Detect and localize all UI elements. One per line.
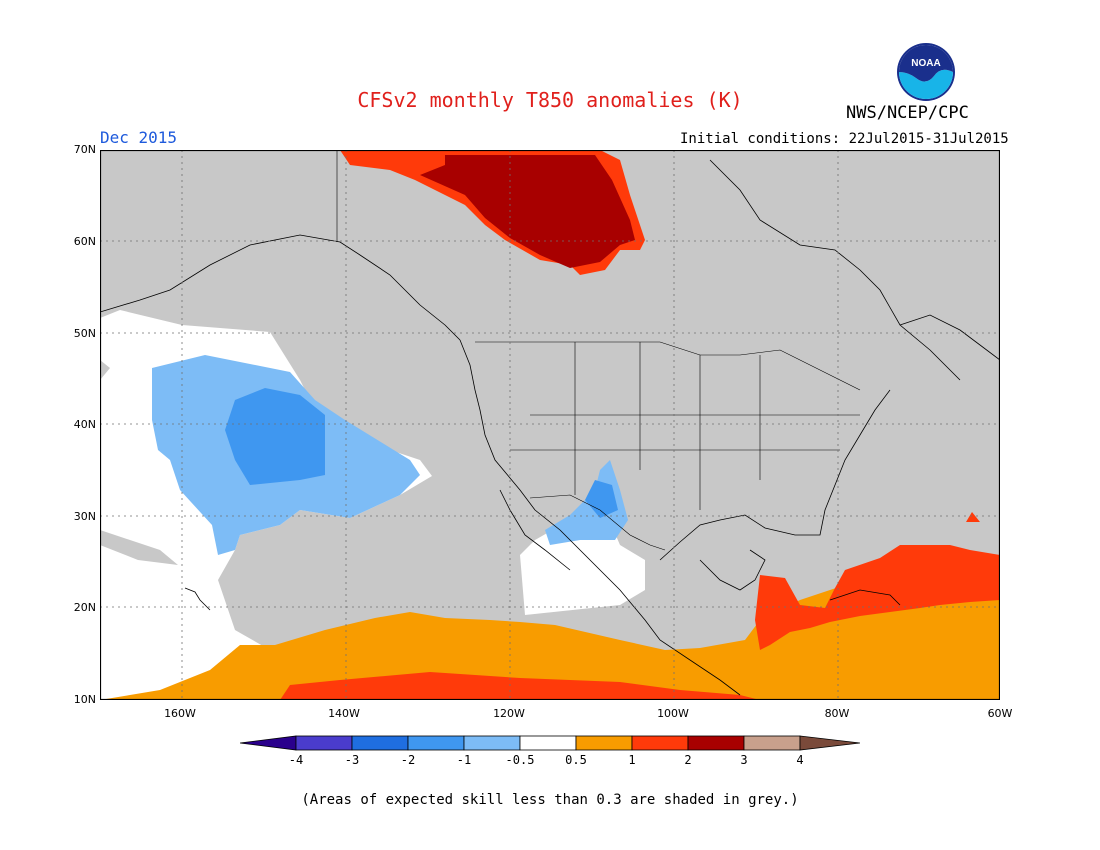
colorbar-swatch-minus1 bbox=[407, 735, 465, 751]
map-title: CFSv2 monthly T850 anomalies (K) bbox=[357, 88, 743, 112]
red-anomaly-tropical-pacific-south bbox=[280, 672, 760, 700]
lat-label-40n: 40N bbox=[73, 418, 96, 431]
colorbar-swatch-minus05 bbox=[463, 735, 521, 751]
colorbar-label: 0.5 bbox=[565, 753, 587, 767]
mid-blue-anomaly-mexico bbox=[585, 480, 618, 518]
colorbar-label: -0.5 bbox=[505, 753, 535, 767]
us-mexico-border bbox=[529, 494, 666, 551]
lat-label-30n: 30N bbox=[73, 510, 96, 523]
lat-label-20n: 20N bbox=[73, 601, 96, 614]
lon-label-160w: 160W bbox=[164, 707, 196, 720]
colorbar-swatch-3 bbox=[743, 735, 801, 751]
hawaii-outline bbox=[184, 587, 211, 611]
map-frame bbox=[100, 150, 1000, 700]
dark-red-anomaly-canada bbox=[420, 155, 635, 268]
logo-text: NOAA bbox=[911, 58, 940, 69]
colorbar-label: 3 bbox=[740, 753, 748, 767]
lat-label-10n: 10N bbox=[73, 693, 96, 706]
colorbar-swatch-1 bbox=[631, 735, 689, 751]
red-anomaly-atlantic-spot bbox=[966, 512, 980, 522]
colorbar-swatch-05 bbox=[575, 735, 633, 751]
political-borders bbox=[336, 150, 861, 551]
forecast-period: Dec 2015 bbox=[100, 128, 178, 147]
yucatan-outline bbox=[699, 549, 766, 591]
colorbar bbox=[240, 735, 860, 751]
lon-label-100w: 100W bbox=[657, 707, 689, 720]
colorbar-swatch-neutral bbox=[519, 735, 577, 751]
colorbar-swatch-minus2 bbox=[351, 735, 409, 751]
colorbar-label: -4 bbox=[288, 753, 304, 767]
initial-conditions: Initial conditions: 22Jul2015-31Jul2015 bbox=[680, 131, 1009, 147]
baja-outline bbox=[499, 489, 571, 571]
anomaly-map bbox=[100, 150, 1000, 700]
light-blue-anomaly-mexico bbox=[545, 460, 628, 545]
lat-label-60n: 60N bbox=[73, 235, 96, 248]
colorbar-label: 4 bbox=[796, 753, 804, 767]
red-anomaly-caribbean bbox=[755, 545, 1000, 650]
colorbar-label: -3 bbox=[344, 753, 360, 767]
lat-label-70n: 70N bbox=[73, 143, 96, 156]
colorbar-arrow-high bbox=[799, 735, 860, 751]
lat-label-50n: 50N bbox=[73, 327, 96, 340]
colorbar-arrow-low bbox=[240, 735, 297, 751]
colorbar-swatch-minus3 bbox=[295, 735, 353, 751]
colorbar-label: -2 bbox=[400, 753, 416, 767]
graticule bbox=[100, 150, 1000, 700]
hudson-bay-outline bbox=[709, 159, 961, 381]
cuba-outline bbox=[829, 589, 901, 606]
lon-label-120w: 120W bbox=[493, 707, 525, 720]
colorbar-label: -1 bbox=[456, 753, 472, 767]
lon-label-60w: 60W bbox=[987, 707, 1013, 720]
skill-footnote: (Areas of expected skill less than 0.3 a… bbox=[301, 792, 799, 808]
lon-label-80w: 80W bbox=[824, 707, 850, 720]
orange-anomaly-tropical-pacific bbox=[100, 578, 1000, 700]
colorbar-swatch-2 bbox=[687, 735, 745, 751]
positive-anomaly-regions bbox=[100, 150, 1000, 700]
lon-label-140w: 140W bbox=[328, 707, 360, 720]
negative-anomaly-regions bbox=[152, 355, 628, 555]
us-canada-border bbox=[475, 341, 861, 391]
mid-blue-anomaly-north-pacific bbox=[225, 388, 325, 485]
west-coast-outline bbox=[459, 339, 741, 696]
colorbar-label: 2 bbox=[684, 753, 692, 767]
canada-east-coast bbox=[899, 314, 1000, 361]
gulf-of-mexico-outline bbox=[659, 389, 891, 561]
colorbar-label: 1 bbox=[628, 753, 636, 767]
alaska-coastline bbox=[100, 234, 461, 341]
agency-label: NWS/NCEP/CPC bbox=[846, 103, 969, 123]
noaa-logo-icon: NOAA bbox=[897, 43, 955, 101]
coastlines bbox=[100, 159, 1000, 696]
